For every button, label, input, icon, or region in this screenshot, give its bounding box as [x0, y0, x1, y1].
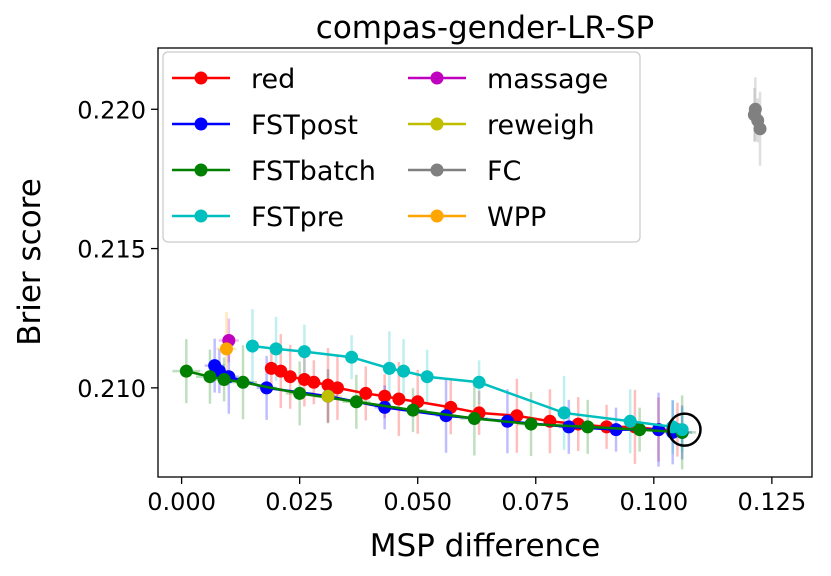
series-reweigh [321, 389, 335, 403]
x-tick-label: 0.025 [265, 488, 334, 516]
series-WPP [219, 342, 233, 356]
x-axis-ticks: 0.000 0.025 0.050 0.075 0.100 0.125 [147, 477, 806, 516]
data-point [420, 370, 434, 384]
legend-swatch-marker [194, 163, 208, 177]
legend-item-FSTbatch: FSTbatch [172, 156, 376, 187]
series-FSTbatch [179, 364, 689, 439]
legend-item-massage: massage [408, 64, 608, 95]
data-point [675, 423, 689, 437]
legend-item-red: red [172, 64, 295, 95]
legend-swatch-marker [430, 209, 444, 223]
y-tick-label: 0.215 [77, 236, 146, 264]
data-point [524, 417, 538, 431]
legend-item-reweigh: reweigh [408, 110, 595, 141]
data-point [378, 400, 392, 414]
data-point [378, 389, 392, 403]
data-point [217, 373, 231, 386]
x-axis-label: MSP difference [370, 528, 601, 564]
data-point [345, 350, 359, 364]
data-point [349, 395, 363, 409]
data-point [406, 403, 420, 417]
legend-label: FC [487, 156, 521, 187]
data-point [753, 122, 767, 136]
data-point [467, 412, 481, 425]
y-tick-label: 0.220 [77, 96, 146, 124]
legend-swatch-marker [430, 163, 444, 177]
x-tick-label: 0.050 [383, 488, 452, 516]
legend-item-WPP: WPP [408, 202, 546, 233]
data-point [330, 381, 344, 395]
highlight-circle [667, 412, 702, 447]
data-point [510, 409, 524, 423]
x-tick-label: 0.100 [619, 488, 688, 516]
legend-label: FSTbatch [251, 156, 376, 187]
legend-swatch-marker [430, 71, 444, 85]
legend-label: FSTpost [251, 110, 358, 141]
data-point [179, 364, 193, 378]
data-point [472, 375, 486, 389]
series-FC [747, 102, 767, 136]
y-axis-ticks: 0.210 0.215 0.220 [77, 96, 158, 403]
data-point [297, 345, 311, 359]
series-FSTpre [245, 339, 689, 437]
data-point [392, 392, 406, 406]
legend-swatch-marker [430, 117, 444, 131]
data-point [359, 386, 373, 400]
data-point [236, 375, 250, 389]
data-point [274, 364, 288, 378]
legend-swatch-marker [194, 117, 208, 131]
highlight-layer [667, 412, 702, 447]
plot-frame [157, 47, 813, 478]
data-point [633, 423, 647, 437]
data-point [382, 361, 396, 375]
x-tick-label: 0.125 [738, 488, 807, 516]
legend-item-FC: FC [408, 156, 521, 187]
data-point [321, 389, 335, 403]
legend-label: red [251, 64, 295, 95]
data-point [269, 342, 283, 356]
legend-swatch-marker [194, 71, 208, 85]
x-tick-label: 0.075 [501, 488, 570, 516]
legend-item-FSTpost: FSTpost [172, 110, 358, 141]
legend-box [162, 51, 641, 243]
legend-label: WPP [487, 202, 546, 233]
chart-title: compas-gender-LR-SP [316, 10, 654, 46]
data-point [219, 342, 233, 356]
legend-swatch-marker [194, 209, 208, 223]
data-point [397, 364, 411, 378]
legend-label: massage [487, 64, 608, 95]
legend: red FSTpost FSTbatch FSTpre massage reweigh FC… [162, 51, 641, 243]
x-tick-label: 0.000 [147, 488, 216, 516]
y-tick-label: 0.210 [77, 375, 146, 403]
data-point [623, 414, 637, 428]
series-layer [179, 102, 767, 439]
data-point [581, 420, 595, 434]
legend-label: reweigh [487, 110, 595, 141]
data-point [245, 339, 259, 353]
data-point [293, 386, 307, 400]
data-point [203, 370, 217, 384]
legend-item-FSTpre: FSTpre [172, 202, 344, 233]
data-point [609, 423, 623, 437]
legend-label: FSTpre [251, 202, 344, 233]
data-point [557, 406, 571, 420]
data-point [283, 370, 297, 384]
data-point [307, 375, 321, 389]
y-axis-label: Brier score [12, 178, 48, 346]
